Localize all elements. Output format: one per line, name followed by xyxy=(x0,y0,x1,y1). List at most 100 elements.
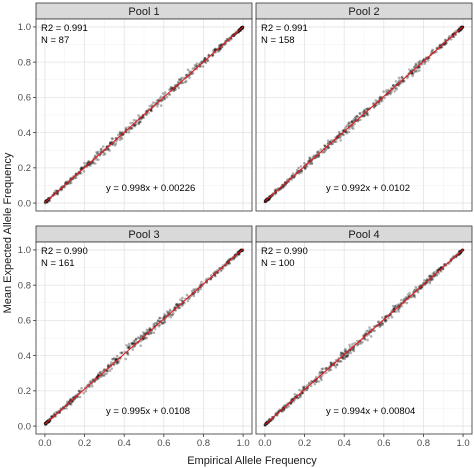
data-point xyxy=(192,288,196,291)
data-point xyxy=(77,389,81,393)
data-point xyxy=(278,408,281,412)
data-point xyxy=(422,57,426,61)
data-point xyxy=(392,84,395,87)
n-label: N = 161 xyxy=(41,258,75,269)
data-point xyxy=(352,348,355,351)
data-point xyxy=(131,341,135,345)
data-point xyxy=(199,287,202,291)
data-point xyxy=(393,305,397,308)
data-point xyxy=(85,162,89,165)
x-tick-label: 1.0 xyxy=(236,438,249,449)
data-point xyxy=(139,120,142,124)
data-point xyxy=(186,299,190,303)
data-point xyxy=(406,76,409,80)
data-point xyxy=(352,127,355,130)
data-point xyxy=(139,334,143,338)
data-point xyxy=(169,85,173,89)
data-point xyxy=(359,118,362,122)
data-point xyxy=(430,278,433,282)
data-point xyxy=(400,298,403,302)
fit-line xyxy=(264,249,464,426)
data-point xyxy=(304,167,307,170)
data-point xyxy=(325,366,329,370)
data-point xyxy=(106,364,110,368)
data-point xyxy=(179,77,183,81)
data-point xyxy=(281,186,285,189)
facet-title: Pool 1 xyxy=(128,6,159,18)
data-point xyxy=(418,69,421,72)
data-point xyxy=(207,53,211,57)
data-point xyxy=(302,387,305,390)
data-point xyxy=(95,151,98,154)
data-point xyxy=(372,101,376,105)
data-point xyxy=(324,149,328,152)
data-point xyxy=(346,354,349,358)
data-point xyxy=(323,144,326,147)
data-point xyxy=(437,272,441,275)
data-point xyxy=(186,68,190,71)
data-point xyxy=(319,148,323,151)
data-point xyxy=(328,140,332,144)
data-point xyxy=(374,99,378,102)
data-point xyxy=(102,153,105,156)
data-point xyxy=(114,142,118,146)
fit-line xyxy=(44,26,244,204)
data-point xyxy=(103,368,106,371)
data-point xyxy=(443,43,447,46)
data-point xyxy=(281,410,284,413)
data-point xyxy=(116,361,119,364)
data-point xyxy=(303,385,307,388)
data-point xyxy=(355,114,359,118)
data-point xyxy=(68,181,72,185)
data-point xyxy=(196,290,200,294)
data-point xyxy=(358,111,362,115)
data-point xyxy=(190,289,194,293)
data-point xyxy=(183,301,186,305)
data-point xyxy=(169,309,172,313)
data-point xyxy=(118,138,122,142)
data-point xyxy=(213,270,217,274)
data-point xyxy=(303,161,306,165)
data-point xyxy=(213,48,216,51)
data-point xyxy=(416,291,420,294)
data-point xyxy=(185,80,188,83)
data-point xyxy=(130,342,134,345)
data-point xyxy=(385,89,388,92)
n-label: N = 100 xyxy=(261,258,295,269)
data-point xyxy=(114,358,117,361)
data-point xyxy=(163,97,166,101)
data-point xyxy=(183,80,187,84)
facet-title: Pool 2 xyxy=(348,6,379,18)
data-point xyxy=(99,370,102,374)
data-point xyxy=(165,310,169,313)
data-point xyxy=(377,320,381,324)
data-point xyxy=(91,161,95,165)
data-point xyxy=(79,167,82,171)
data-point xyxy=(413,295,417,299)
data-point xyxy=(216,50,220,53)
data-point xyxy=(387,316,390,320)
data-point xyxy=(365,113,369,116)
data-point xyxy=(297,396,300,400)
data-point xyxy=(163,314,167,318)
data-point xyxy=(69,181,73,185)
data-point xyxy=(206,59,210,63)
data-point xyxy=(100,147,103,151)
data-point xyxy=(412,293,416,297)
data-point xyxy=(128,344,132,348)
data-point xyxy=(188,297,191,300)
data-point xyxy=(400,76,404,79)
data-point xyxy=(428,281,432,285)
y-tick-label: 0.4 xyxy=(18,351,31,362)
data-point xyxy=(397,84,401,87)
data-point xyxy=(147,111,150,115)
data-point xyxy=(300,169,304,173)
data-point xyxy=(191,67,195,70)
data-point xyxy=(389,92,392,96)
data-point xyxy=(397,303,400,307)
data-point xyxy=(359,342,363,345)
data-point xyxy=(172,311,175,315)
data-point xyxy=(414,64,418,68)
